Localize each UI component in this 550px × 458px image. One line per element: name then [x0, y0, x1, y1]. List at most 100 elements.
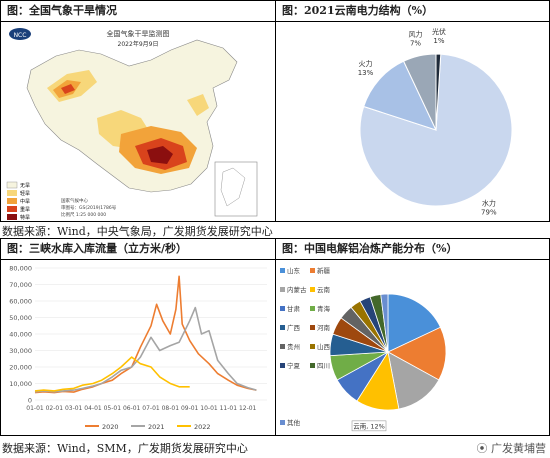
legend-swatch: [280, 344, 285, 349]
pie-slice-内蒙古: [387, 351, 440, 410]
pie-slice-光伏: [435, 53, 442, 131]
x-tick-label: 05-01: [104, 405, 122, 412]
pie-label: 光伏: [432, 27, 446, 36]
legend-label: 四川: [317, 362, 330, 370]
legend-label: 云南: [317, 285, 331, 294]
drought-panel-title: 图：全国气象干旱情况: [1, 1, 275, 22]
legend-label: 山东: [287, 266, 301, 275]
ncc-logo: NCC: [9, 28, 31, 40]
x-tick-label: 01-01: [26, 405, 44, 412]
y-tick-label: 20,000: [9, 364, 32, 372]
legend-label: 2022: [194, 423, 211, 431]
aluminum-panel: 图：中国电解铝冶炼产能分布（%） 云南, 12% 山东 新疆内蒙古 云南甘肃 青海广西 河…: [275, 238, 550, 436]
pie-value: 79%: [481, 209, 497, 217]
series-line-2022: [34, 356, 190, 392]
inflow-panel-title: 图：三峡水库入库流量（立方米/秒）: [1, 239, 275, 260]
callout-label: 云南, 12%: [353, 421, 385, 430]
wechat-icon: ⦿: [476, 442, 491, 455]
y-tick-label: 30,000: [9, 347, 32, 355]
pie-value: 1%: [433, 37, 444, 45]
y-tick-label: 60,000: [9, 298, 32, 306]
legend-swatch: [280, 420, 285, 425]
legend-swatch: [280, 268, 285, 273]
legend-label: 2021: [148, 423, 165, 431]
y-tick-label: 10,000: [9, 380, 32, 388]
pie-value: 7%: [410, 39, 421, 47]
legend-label: 内蒙古: [287, 285, 307, 294]
drought-area-severe: [61, 84, 75, 94]
watermark-text: 广发黄埔营: [491, 442, 546, 455]
x-tick-label: 09-01: [181, 405, 199, 412]
power-structure-panel: 图：2021云南电力结构（%） 水力 79% 火力 13% 风力 7% 光伏 1%: [275, 0, 550, 222]
y-tick-label: 80,000: [9, 265, 32, 273]
legend-swatch: [280, 325, 285, 330]
map-footer-line: 审图号：GS(2019)1786号: [61, 204, 117, 211]
drought-area-light: [187, 94, 209, 116]
drought-map: NCC 全国气象干旱监测图 2022年9月9日 无旱 轻旱: [6, 28, 258, 221]
legend-label: 贵州: [287, 342, 300, 351]
legend-swatch: [280, 287, 285, 292]
pie-slice-火力: [363, 60, 437, 131]
x-tick-label: 04-01: [84, 405, 102, 412]
legend-label: 广西: [287, 323, 301, 332]
legend-swatch: [310, 325, 315, 330]
map-footer-line: 国家气候中心: [61, 197, 88, 204]
map-date: 2022年9月9日: [118, 40, 159, 48]
aluminum-panel-title: 图：中国电解铝冶炼产能分布（%）: [276, 239, 549, 260]
y-tick-label: 0: [28, 397, 32, 405]
series-line-2020: [34, 275, 257, 394]
pie-value: 13%: [358, 69, 374, 77]
legend-label: 轻旱: [20, 190, 30, 197]
y-tick-label: 70,000: [9, 281, 32, 289]
inflow-panel: 图：三峡水库入库流量（立方米/秒） 0 10,000 20,000 30,000 40,…: [0, 238, 276, 436]
legend-label: 特旱: [20, 214, 30, 221]
source-line-bottom: 数据来源：Wind，SMM，广发期货发展研究中心: [2, 442, 248, 455]
legend-label: 宁夏: [287, 361, 301, 370]
legend-swatch: [280, 363, 285, 368]
legend-label: 新疆: [317, 266, 331, 275]
legend-label: 山西: [317, 342, 331, 351]
logo-text: NCC: [14, 32, 27, 39]
watermark: ⦿ 广发黄埔营: [477, 440, 547, 456]
legend-label: 中旱: [20, 198, 30, 205]
drought-legend: 无旱 轻旱 中旱 重旱 特旱: [6, 181, 30, 221]
pie-slice-山东: [387, 293, 442, 353]
x-tick-label: 06-01: [123, 405, 141, 412]
legend-swatch: [310, 363, 315, 368]
south-sea-inset: [214, 161, 258, 217]
legend-label: 其他: [287, 418, 301, 427]
legend-swatch: [310, 344, 315, 349]
power-panel-title: 图：2021云南电力结构（%）: [276, 1, 549, 22]
series-line-2021: [34, 306, 257, 393]
legend-label: 河南: [317, 323, 331, 332]
x-tick-label: 12-01: [239, 405, 257, 412]
x-tick-label: 10-01: [200, 405, 218, 412]
inset-outline: [220, 167, 246, 207]
source-line-top: 数据来源：Wind，中央气象局，广发期货发展研究中心: [2, 225, 273, 238]
legend-label: 重旱: [20, 206, 30, 213]
pie-label: 风力: [408, 29, 422, 38]
x-tick-label: 08-01: [162, 405, 180, 412]
map-title: 全国气象干旱监测图: [107, 29, 170, 38]
pie-slice-新疆: [387, 326, 447, 381]
drought-area-extreme: [147, 146, 173, 164]
callout-box: [351, 420, 387, 432]
x-tick-label: 11-01: [220, 405, 238, 412]
x-tick-label: 02-01: [46, 405, 64, 412]
legend-label: 2020: [102, 423, 119, 431]
pie-label: 火力: [358, 59, 372, 68]
legend-swatch: [310, 287, 315, 292]
legend-label: 甘肃: [287, 304, 301, 313]
legend-swatch: [310, 306, 315, 311]
y-tick-label: 40,000: [9, 331, 32, 339]
x-tick-label: 03-01: [65, 405, 83, 412]
legend-swatch: [310, 268, 315, 273]
map-footer-line: 比例尺 1:25 000 000: [61, 211, 106, 218]
legend-label: 无旱: [20, 183, 30, 189]
pie-slice-其他: [380, 293, 389, 353]
legend-label: 青海: [317, 304, 331, 313]
drought-map-panel: 图：全国气象干旱情况 NCC 全国气象干旱监测图 2022年9月9日: [0, 0, 276, 222]
y-tick-label: 50,000: [9, 314, 32, 322]
